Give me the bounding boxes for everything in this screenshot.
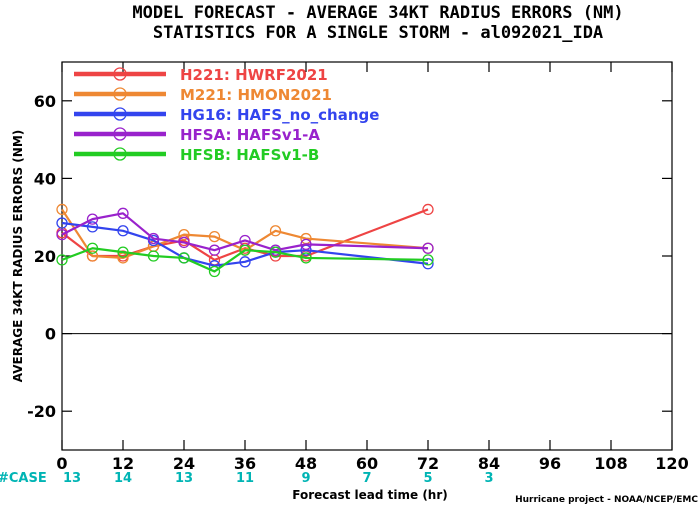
series-line bbox=[61, 221, 429, 267]
data-point bbox=[117, 246, 129, 258]
data-point bbox=[239, 256, 251, 268]
y-tick-label: 40 bbox=[34, 169, 56, 188]
series-line bbox=[61, 247, 429, 273]
case-count: 13 bbox=[63, 471, 81, 486]
x-tick-label: 48 bbox=[295, 454, 317, 473]
data-point bbox=[147, 250, 160, 262]
legend-item: HG16: HAFS_no_change bbox=[74, 106, 379, 124]
data-point bbox=[56, 217, 68, 229]
credit-text: Hurricane project - NOAA/NCEP/EMC bbox=[515, 495, 698, 505]
data-point bbox=[422, 254, 434, 266]
x-tick-label: 36 bbox=[234, 454, 256, 473]
legend-marker bbox=[113, 67, 127, 81]
y-axis: -20 0 20 40 60 bbox=[27, 92, 672, 421]
series-line bbox=[61, 212, 429, 252]
case-count: 9 bbox=[301, 471, 310, 486]
data-point bbox=[269, 225, 282, 237]
data-point bbox=[86, 250, 99, 262]
x-axis-label: Forecast lead time (hr) bbox=[292, 488, 448, 502]
legend-marker bbox=[113, 127, 127, 141]
data-point bbox=[178, 252, 190, 264]
data-point bbox=[147, 232, 160, 245]
x-tick-label: 0 bbox=[56, 454, 67, 473]
y-tick-label: -20 bbox=[27, 402, 56, 421]
data-point bbox=[300, 238, 312, 251]
legend: H221: HWRF2021 M221: HMON2021 HG16: HAFS_n… bbox=[74, 66, 379, 164]
data-point bbox=[422, 258, 434, 270]
legend-item: HFSB: HAFSv1-B bbox=[74, 146, 319, 164]
x-tick-label: 84 bbox=[478, 454, 500, 473]
legend-label: HFSA: HAFSv1-A bbox=[180, 126, 320, 144]
legend-label: HG16: HAFS_no_change bbox=[180, 106, 379, 124]
chart-title: MODEL FORECAST - AVERAGE 34KT RADIUS ERR… bbox=[132, 3, 623, 23]
chart-subtitle: STATISTICS FOR A SINGLE STORM - al092021… bbox=[153, 23, 603, 43]
data-point bbox=[117, 225, 129, 237]
data-point bbox=[56, 203, 68, 216]
data-point bbox=[239, 244, 251, 256]
legend-label: HFSB: HAFSv1-B bbox=[180, 146, 319, 164]
x-tick-label: 24 bbox=[173, 454, 195, 473]
y-axis-label: AVERAGE 34KT RADIUS ERRORS (NM) bbox=[11, 130, 25, 382]
legend-item: H221: HWRF2021 bbox=[74, 66, 328, 84]
data-point bbox=[86, 242, 99, 254]
data-point bbox=[208, 265, 221, 278]
x-tick-label: 60 bbox=[356, 454, 378, 473]
data-point bbox=[86, 213, 99, 225]
y-tick-label: 0 bbox=[45, 325, 56, 344]
legend-marker bbox=[113, 87, 127, 101]
data-point bbox=[56, 229, 68, 241]
data-point bbox=[300, 252, 312, 264]
case-count: 14 bbox=[114, 471, 132, 486]
case-count: 13 bbox=[175, 471, 193, 486]
data-point bbox=[208, 230, 221, 243]
series-line bbox=[61, 208, 429, 260]
case-counts: #CASE 13 14 13 11 9 7 5 3 bbox=[0, 471, 494, 486]
data-point bbox=[422, 242, 434, 254]
x-tick-label: 120 bbox=[655, 454, 688, 473]
case-label: #CASE bbox=[0, 471, 47, 486]
y-tick-label: 20 bbox=[34, 247, 56, 266]
x-axis: 0 12 24 36 48 60 72 84 96 108 120 bbox=[56, 62, 689, 473]
legend-item: HFSA: HAFSv1-A bbox=[74, 126, 320, 144]
legend-marker bbox=[113, 107, 127, 121]
data-point bbox=[422, 203, 434, 216]
y-tick-label: 60 bbox=[34, 92, 56, 111]
data-point bbox=[86, 221, 99, 233]
data-point bbox=[117, 207, 129, 219]
case-count: 7 bbox=[362, 471, 371, 486]
legend-label: H221: HWRF2021 bbox=[180, 66, 328, 84]
series-layer bbox=[56, 203, 434, 278]
data-point bbox=[178, 229, 190, 241]
x-tick-label: 108 bbox=[594, 454, 627, 473]
series-5 bbox=[56, 242, 434, 278]
legend-marker bbox=[113, 147, 127, 161]
legend-item: M221: HMON2021 bbox=[74, 86, 332, 104]
data-point bbox=[208, 244, 221, 256]
data-point bbox=[56, 254, 68, 266]
data-point bbox=[269, 246, 282, 258]
series-2 bbox=[56, 203, 434, 264]
x-tick-label: 72 bbox=[417, 454, 439, 473]
legend-label: M221: HMON2021 bbox=[180, 86, 332, 104]
case-count: 5 bbox=[423, 471, 432, 486]
case-count: 11 bbox=[236, 471, 254, 486]
data-point bbox=[178, 236, 190, 249]
case-count: 3 bbox=[484, 471, 493, 486]
x-tick-label: 12 bbox=[112, 454, 134, 473]
x-tick-label: 96 bbox=[539, 454, 561, 473]
